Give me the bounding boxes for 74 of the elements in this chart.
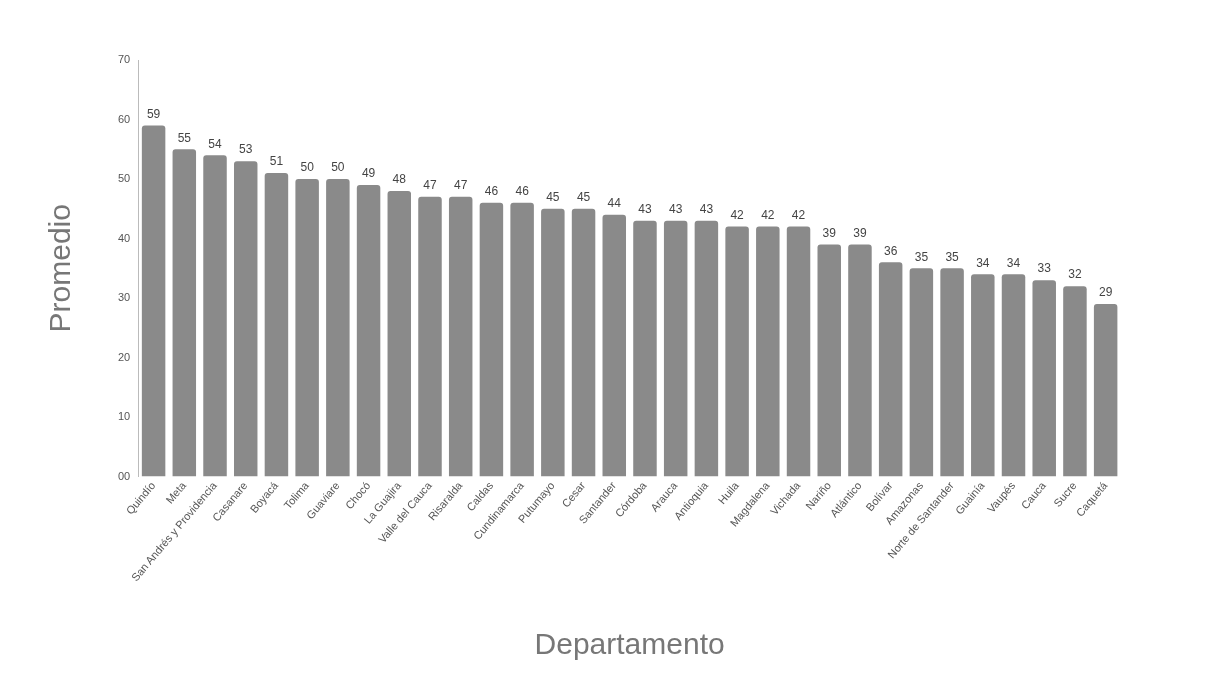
data-label: 29	[1098, 285, 1113, 300]
y-tick-label: 70	[117, 53, 131, 66]
bar	[264, 173, 289, 477]
bar	[971, 274, 995, 477]
y-tick-label: 20	[117, 350, 131, 363]
x-axis-title: Departamento	[534, 627, 725, 661]
data-label: 39	[853, 225, 867, 240]
data-label: 50	[331, 160, 345, 175]
y-tick-label: 10	[117, 410, 131, 423]
bar	[356, 184, 381, 477]
data-label: 36	[883, 243, 898, 258]
bar	[1093, 303, 1118, 477]
y-tick-label: 40	[117, 231, 131, 244]
y-axis-title: Promedio	[43, 204, 77, 333]
bar	[909, 268, 934, 477]
bar	[203, 155, 227, 477]
data-label: 53	[239, 142, 253, 157]
data-label: 32	[1068, 267, 1082, 282]
bar	[1001, 274, 1026, 477]
data-label: 54	[208, 136, 223, 151]
bar	[510, 202, 534, 477]
data-label: 42	[761, 207, 775, 222]
bar	[756, 226, 780, 477]
data-label: 43	[699, 201, 714, 216]
data-label: 35	[914, 249, 929, 264]
data-label: 50	[300, 160, 315, 175]
bar	[479, 202, 504, 477]
data-label: 43	[638, 201, 652, 216]
data-label: 51	[269, 154, 284, 169]
bar	[940, 268, 964, 477]
bar	[878, 262, 903, 477]
data-label: 59	[146, 106, 161, 121]
data-label: 48	[392, 172, 407, 187]
bar	[141, 125, 166, 477]
data-label: 46	[515, 184, 530, 199]
data-label: 44	[607, 196, 622, 211]
data-label: 35	[945, 249, 960, 264]
data-label: 34	[1006, 255, 1021, 270]
bar	[633, 220, 657, 477]
bar	[694, 220, 719, 477]
bar	[448, 196, 473, 477]
data-label: 45	[576, 190, 591, 205]
data-label: 49	[361, 166, 376, 181]
y-tick-label: 50	[117, 172, 131, 185]
bar	[387, 190, 412, 477]
data-label: 47	[423, 178, 437, 193]
bar	[326, 179, 350, 477]
bar	[817, 244, 841, 477]
bar	[418, 196, 442, 477]
bar	[725, 226, 749, 477]
bar	[172, 149, 197, 477]
data-label: 46	[484, 184, 499, 199]
data-label: 45	[546, 190, 560, 205]
data-label: 33	[1037, 261, 1052, 276]
y-tick-label: 00	[117, 469, 131, 482]
bar	[295, 179, 319, 477]
bar	[786, 226, 811, 477]
bar	[233, 161, 258, 477]
bar	[1032, 280, 1056, 477]
data-label: 42	[791, 207, 806, 222]
bar	[541, 208, 565, 477]
bar	[848, 244, 872, 477]
data-label: 42	[730, 207, 745, 222]
y-tick-label: 60	[117, 112, 131, 125]
bar	[571, 208, 596, 477]
data-label: 55	[177, 130, 192, 145]
data-label: 34	[976, 255, 990, 270]
y-tick-label: 30	[117, 291, 131, 304]
bar	[663, 220, 688, 477]
data-label: 47	[454, 178, 468, 193]
bar	[602, 214, 627, 477]
data-label: 43	[669, 201, 683, 216]
bar	[1063, 286, 1087, 477]
data-label: 39	[822, 225, 837, 240]
